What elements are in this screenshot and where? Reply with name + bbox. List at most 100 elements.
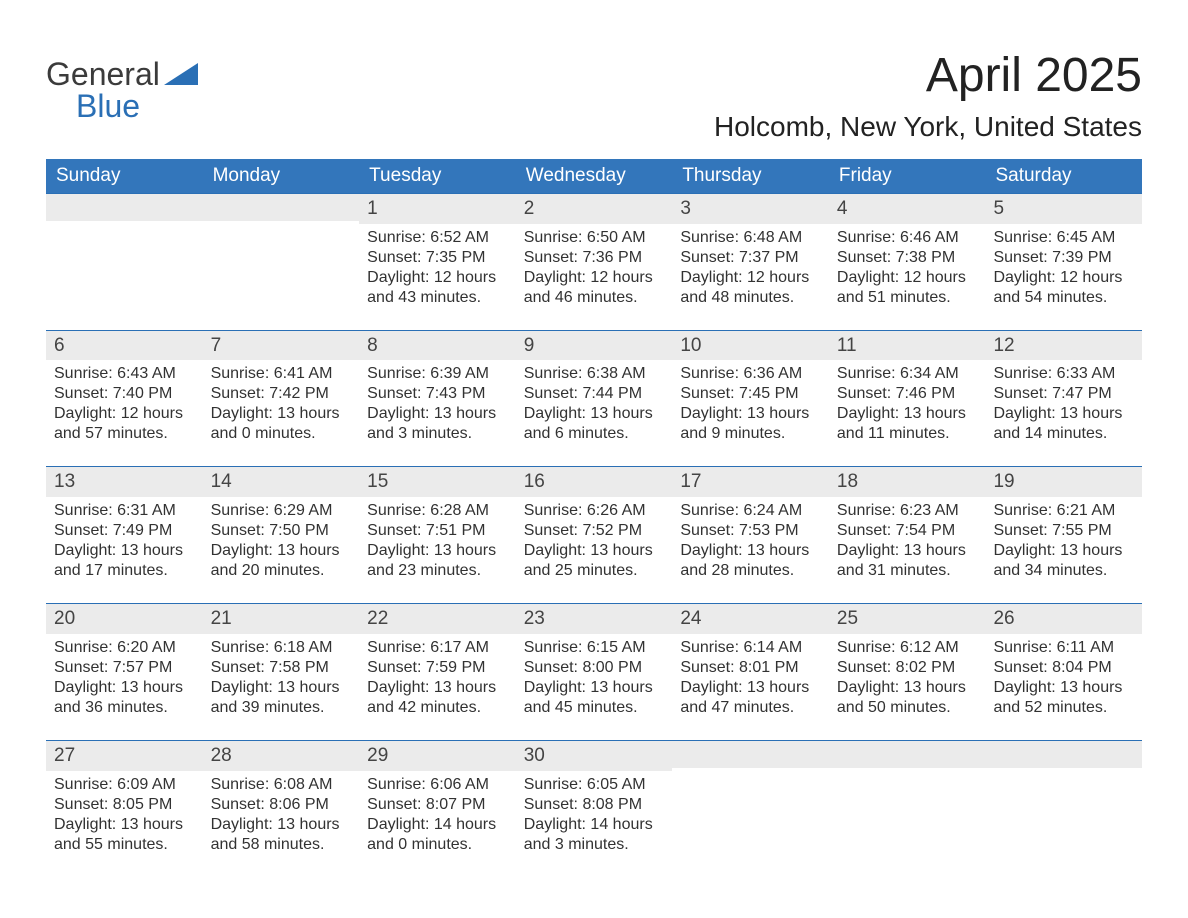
weekday-header: Sunday bbox=[46, 159, 203, 193]
day-cell: 5Sunrise: 6:45 AMSunset: 7:39 PMDaylight… bbox=[985, 194, 1142, 312]
weeks-container: 1 Sunrise: 6:52 AMSunset: 7:35 PM Daylight… bbox=[46, 193, 1142, 859]
day-body: Sunrise: 6:15 AMSunset: 8:00 PMDaylight:… bbox=[516, 634, 673, 722]
day-cell: 10Sunrise: 6:36 AMSunset: 7:45 PMDayligh… bbox=[672, 331, 829, 449]
day-cell: 15Sunrise: 6:28 AMSunset: 7:51 PMDayligh… bbox=[359, 467, 516, 585]
sunset-line: Sunset: 8:00 PM bbox=[524, 658, 667, 678]
weekday-header: Monday bbox=[203, 159, 360, 193]
daylight-line: Daylight: 13 hours and 28 minutes. bbox=[680, 541, 823, 581]
daylight-line: Daylight: 13 hours and 31 minutes. bbox=[837, 541, 980, 581]
day-number: 7 bbox=[203, 331, 360, 361]
day-body: Sunrise: 6:11 AMSunset: 8:04 PMDaylight:… bbox=[985, 634, 1142, 722]
day-cell: 24Sunrise: 6:14 AMSunset: 8:01 PMDayligh… bbox=[672, 604, 829, 722]
daylight-line: Daylight: 14 hours and 3 minutes. bbox=[524, 815, 667, 855]
day-number: 15 bbox=[359, 467, 516, 497]
day-body: Sunrise: 6:43 AMSunset: 7:40 PMDaylight:… bbox=[46, 360, 203, 448]
sunrise-line: Sunrise: 6:36 AM bbox=[680, 364, 823, 384]
day-cell: 22Sunrise: 6:17 AMSunset: 7:59 PMDayligh… bbox=[359, 604, 516, 722]
day-cell: 18Sunrise: 6:23 AMSunset: 7:54 PMDayligh… bbox=[829, 467, 986, 585]
day-cell: 19Sunrise: 6:21 AMSunset: 7:55 PMDayligh… bbox=[985, 467, 1142, 585]
daylight-line: Daylight: 13 hours and 20 minutes. bbox=[211, 541, 354, 581]
daylight-line: Daylight: 13 hours and 45 minutes. bbox=[524, 678, 667, 718]
sunrise-line: Sunrise: 6:14 AM bbox=[680, 638, 823, 658]
sunrise-line: Sunrise: 6:39 AM bbox=[367, 364, 510, 384]
sunset-line: Sunset: 7:58 PM bbox=[211, 658, 354, 678]
day-cell bbox=[203, 194, 360, 312]
day-number: 17 bbox=[672, 467, 829, 497]
day-cell bbox=[46, 194, 203, 312]
day-number: 19 bbox=[985, 467, 1142, 497]
day-cell: 12Sunrise: 6:33 AMSunset: 7:47 PMDayligh… bbox=[985, 331, 1142, 449]
day-number: 1 bbox=[359, 194, 516, 224]
day-body: Sunrise: 6:34 AMSunset: 7:46 PMDaylight:… bbox=[829, 360, 986, 448]
day-body: Sunrise: 6:09 AMSunset: 8:05 PMDaylight:… bbox=[46, 771, 203, 859]
day-cell bbox=[829, 741, 986, 859]
sunrise-line: Sunrise: 6:48 AM bbox=[680, 228, 823, 248]
daylight-line: Daylight: 13 hours and 11 minutes. bbox=[837, 404, 980, 444]
day-number: 29 bbox=[359, 741, 516, 771]
daylight-line: Daylight: 14 hours and 0 minutes. bbox=[367, 815, 510, 855]
day-cell: 11Sunrise: 6:34 AMSunset: 7:46 PMDayligh… bbox=[829, 331, 986, 449]
daylight-line: Daylight: 13 hours and 39 minutes. bbox=[211, 678, 354, 718]
day-cell: 28Sunrise: 6:08 AMSunset: 8:06 PMDayligh… bbox=[203, 741, 360, 859]
sunrise-line: Sunrise: 6:34 AM bbox=[837, 364, 980, 384]
day-body: Sunrise: 6:17 AMSunset: 7:59 PMDaylight:… bbox=[359, 634, 516, 722]
location: Holcomb, New York, United States bbox=[714, 111, 1142, 143]
day-body: Sunrise: 6:24 AMSunset: 7:53 PMDaylight:… bbox=[672, 497, 829, 585]
sunset-line: Sunset: 8:02 PM bbox=[837, 658, 980, 678]
day-body: Sunrise: 6:39 AMSunset: 7:43 PMDaylight:… bbox=[359, 360, 516, 448]
sunrise-line: Sunrise: 6:29 AM bbox=[211, 501, 354, 521]
day-body: Sunrise: 6:33 AMSunset: 7:47 PMDaylight:… bbox=[985, 360, 1142, 448]
day-body: Sunrise: 6:06 AMSunset: 8:07 PMDaylight:… bbox=[359, 771, 516, 859]
day-number: 6 bbox=[46, 331, 203, 361]
sunset-line: Sunset: 7:51 PM bbox=[367, 521, 510, 541]
day-body: Sunrise: 6:50 AMSunset: 7:36 PMDaylight:… bbox=[516, 224, 673, 312]
day-body: Sunrise: 6:45 AMSunset: 7:39 PMDaylight:… bbox=[985, 224, 1142, 312]
day-number: 9 bbox=[516, 331, 673, 361]
sunrise-line: Sunrise: 6:24 AM bbox=[680, 501, 823, 521]
day-number bbox=[46, 194, 203, 221]
sunrise-line: Sunrise: 6:15 AM bbox=[524, 638, 667, 658]
sunset-line: Sunset: 7:57 PM bbox=[54, 658, 197, 678]
day-number: 24 bbox=[672, 604, 829, 634]
sunset-line: Sunset: 8:07 PM bbox=[367, 795, 510, 815]
daylight-line: Daylight: 13 hours and 9 minutes. bbox=[680, 404, 823, 444]
day-number: 21 bbox=[203, 604, 360, 634]
daylight-line: Daylight: 13 hours and 3 minutes. bbox=[367, 404, 510, 444]
daylight-line: Daylight: 13 hours and 47 minutes. bbox=[680, 678, 823, 718]
sunset-line: Sunset: 7:59 PM bbox=[367, 658, 510, 678]
day-body: Sunrise: 6:36 AMSunset: 7:45 PMDaylight:… bbox=[672, 360, 829, 448]
sunset-line: Sunset: 8:05 PM bbox=[54, 795, 197, 815]
day-number: 28 bbox=[203, 741, 360, 771]
sunset-line: Sunset: 7:35 PM bbox=[367, 248, 510, 268]
sunset-line: Sunset: 7:42 PM bbox=[211, 384, 354, 404]
brand-logo: General Blue bbox=[46, 58, 198, 122]
daylight-line: Daylight: 12 hours and 57 minutes. bbox=[54, 404, 197, 444]
month-title: April 2025 bbox=[714, 50, 1142, 103]
day-number: 3 bbox=[672, 194, 829, 224]
brand-triangle-icon bbox=[164, 58, 198, 90]
week-row: 27Sunrise: 6:09 AMSunset: 8:05 PMDayligh… bbox=[46, 740, 1142, 859]
daylight-line: Daylight: 12 hours and 48 minutes. bbox=[680, 268, 823, 308]
day-number: 16 bbox=[516, 467, 673, 497]
day-body: Sunrise: 6:29 AMSunset: 7:50 PMDaylight:… bbox=[203, 497, 360, 585]
day-number: 25 bbox=[829, 604, 986, 634]
daylight-line: Daylight: 12 hours and 46 minutes. bbox=[524, 268, 667, 308]
brand-line1: General bbox=[46, 58, 160, 90]
weekday-header: Thursday bbox=[672, 159, 829, 193]
sunrise-line: Sunrise: 6:45 AM bbox=[993, 228, 1136, 248]
sunrise-line: Sunrise: 6:08 AM bbox=[211, 775, 354, 795]
day-cell: 30Sunrise: 6:05 AMSunset: 8:08 PMDayligh… bbox=[516, 741, 673, 859]
sunset-line: Sunset: 7:37 PM bbox=[680, 248, 823, 268]
daylight-line: Daylight: 13 hours and 55 minutes. bbox=[54, 815, 197, 855]
sunset-line: Sunset: 7:52 PM bbox=[524, 521, 667, 541]
brand-line2: Blue bbox=[76, 90, 198, 122]
day-number bbox=[985, 741, 1142, 768]
day-body: Sunrise: 6:48 AMSunset: 7:37 PMDaylight:… bbox=[672, 224, 829, 312]
day-cell: 26Sunrise: 6:11 AMSunset: 8:04 PMDayligh… bbox=[985, 604, 1142, 722]
sunset-line: Sunset: 7:50 PM bbox=[211, 521, 354, 541]
day-cell: 13Sunrise: 6:31 AMSunset: 7:49 PMDayligh… bbox=[46, 467, 203, 585]
sunrise-line: Sunrise: 6:18 AM bbox=[211, 638, 354, 658]
day-cell: 21 Sunrise: 6:18 AMSunset: 7:58 PMDayligh… bbox=[203, 604, 360, 722]
sunrise-line: Sunrise: 6:52 AM bbox=[367, 228, 510, 248]
day-number bbox=[203, 194, 360, 221]
